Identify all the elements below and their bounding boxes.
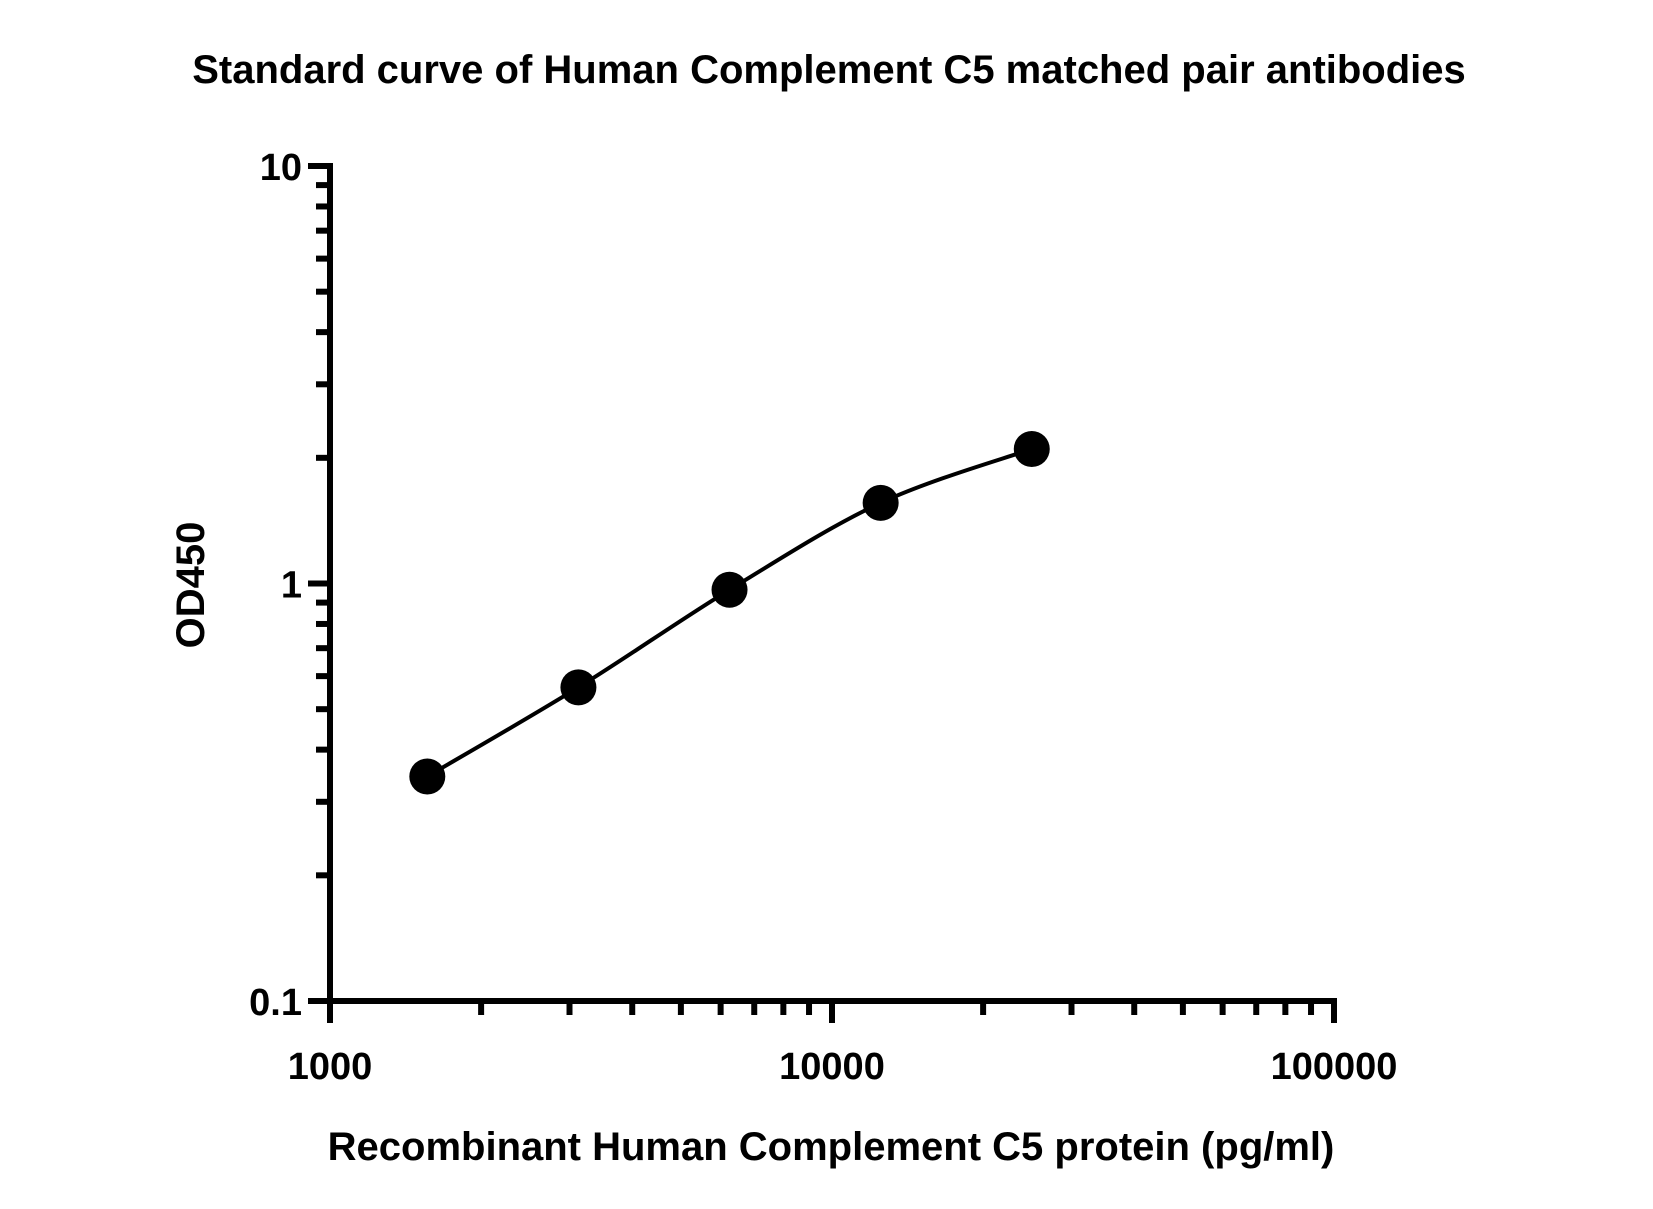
data-point: [862, 484, 899, 521]
x-tick-label: 10000: [779, 1046, 885, 1088]
x-axis-label: Recombinant Human Complement C5 protein …: [328, 1125, 1335, 1169]
data-point: [1013, 430, 1050, 467]
y-tick-label: 10: [260, 147, 302, 189]
data-point: [711, 571, 748, 608]
x-tick-label: 1000: [288, 1046, 373, 1088]
data-point: [560, 669, 597, 706]
fit-curve: [426, 447, 1033, 779]
y-tick-label: 1: [281, 565, 302, 607]
data-point: [409, 758, 446, 795]
x-tick-label: 100000: [1271, 1046, 1398, 1088]
y-axis-label: OD450: [169, 522, 213, 649]
y-tick-label: 0.1: [249, 982, 302, 1024]
chart-title: Standard curve of Human Complement C5 ma…: [192, 48, 1466, 92]
